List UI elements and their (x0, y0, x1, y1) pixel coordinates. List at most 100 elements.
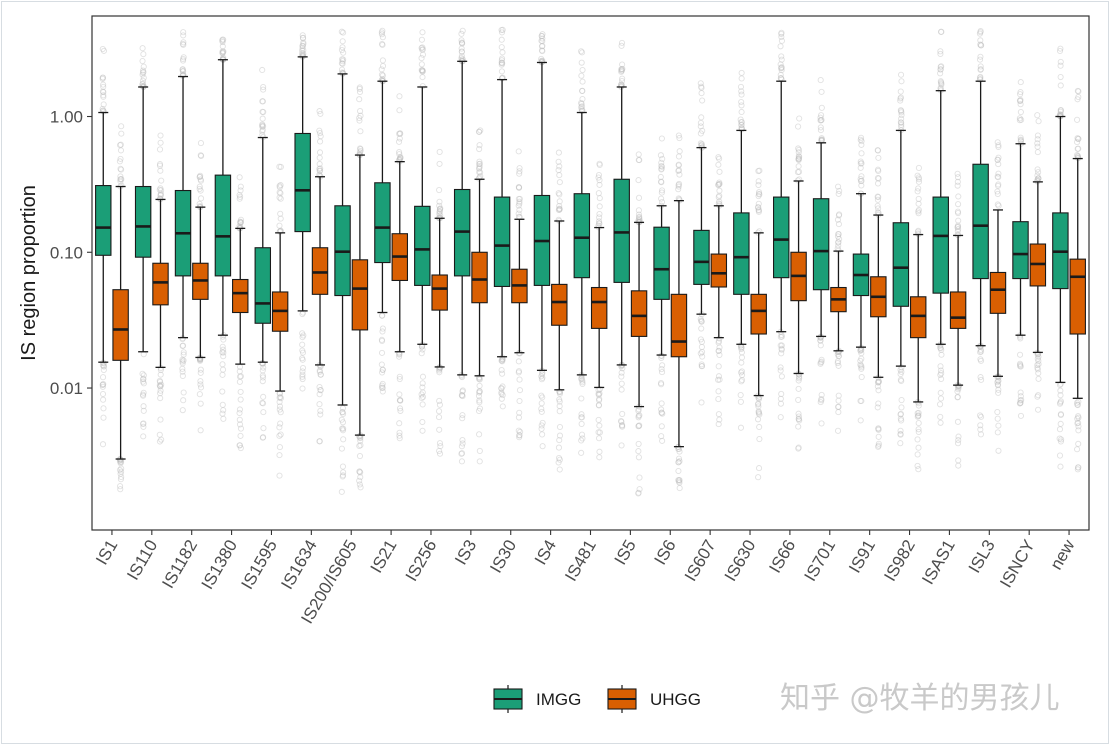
outlier-layer (99, 26, 1082, 497)
box-imgg-new (1052, 115, 1069, 384)
outliers-imgg-3 (219, 36, 227, 422)
x-tick-label: IS3 (451, 537, 480, 569)
box-uhgg-is110 (152, 198, 169, 369)
y-axis-label: IS region proportion (18, 185, 40, 361)
box-iqr (733, 212, 750, 295)
box-uhgg-is3 (471, 178, 488, 377)
legend-label: UHGG (650, 690, 701, 709)
x-tick-label: IS30 (486, 537, 520, 577)
box-imgg-is5 (613, 86, 630, 366)
x-tick-label: IS1182 (158, 537, 201, 592)
box-uhgg-is6 (670, 200, 688, 448)
box-imgg-is701 (812, 142, 830, 338)
y-tick-label: 0.01 (50, 379, 83, 398)
box-iqr (772, 196, 790, 279)
x-tick-label: IS1595 (238, 537, 281, 593)
box-iqr (112, 289, 129, 361)
box-iqr (431, 274, 448, 311)
box-uhgg-new (1069, 157, 1086, 399)
box-iqr (471, 251, 488, 304)
outliers-imgg-24 (1056, 45, 1065, 470)
box-iqr (254, 247, 272, 324)
box-iqr (232, 278, 249, 314)
outliers-imgg-19 (857, 134, 865, 424)
box-layer (95, 56, 1086, 460)
outliers-imgg-20 (897, 71, 905, 447)
box-uhgg-is630 (750, 232, 767, 397)
box-imgg-is1 (95, 111, 112, 363)
outliers-uhgg-15 (715, 154, 723, 428)
legend-label: IMGG (536, 690, 581, 709)
legend-item-uhgg: UHGG (607, 685, 701, 713)
outliers-imgg-8 (418, 29, 427, 434)
x-tick-label: ISAS1 (918, 537, 959, 588)
box-uhgg-isas1 (949, 234, 967, 386)
box-iqr (493, 196, 511, 288)
x-tick-label: IS607 (681, 537, 720, 585)
box-uhgg-is1380 (232, 227, 249, 365)
x-tick-label: new (1046, 536, 1078, 573)
box-uhgg-is607 (710, 205, 728, 339)
box-imgg-is1182 (174, 75, 192, 339)
box-iqr (551, 283, 568, 326)
y-tick-label: 1.00 (50, 108, 83, 127)
box-iqr (909, 296, 927, 339)
box-uhgg-is1 (112, 185, 129, 460)
y-axis: 0.01 0.10 1.00 (50, 108, 92, 398)
box-iqr (630, 290, 648, 337)
outliers-imgg-21 (937, 28, 945, 426)
x-tick-label: IS701 (801, 537, 840, 585)
x-tick-label: IS6 (651, 537, 680, 569)
x-tick-label: IS4 (531, 537, 560, 569)
box-iqr (670, 293, 688, 358)
outliers-imgg-17 (777, 29, 785, 421)
box-iqr (351, 259, 369, 331)
box-imgg-is4 (533, 61, 551, 371)
box-imgg-is110 (134, 86, 152, 353)
outliers-imgg-7 (378, 27, 387, 395)
box-uhgg-is701 (830, 250, 847, 352)
x-tick-label: IS1380 (198, 537, 241, 593)
legend: IMGG UHGG (493, 685, 701, 713)
box-imgg-isl3 (972, 80, 989, 347)
box-imgg-is200-is605 (334, 73, 351, 406)
outliers-uhgg-17 (794, 115, 803, 452)
outliers-imgg-11 (538, 31, 546, 450)
outliers-imgg-23 (1016, 79, 1025, 419)
x-axis: IS1 IS110IS1182IS1380IS1595IS1634IS200/IS… (92, 530, 1079, 627)
x-tick-label: IS1 (92, 537, 121, 569)
box-imgg-isncy (1012, 143, 1029, 336)
box-iqr (613, 178, 630, 283)
box-uhgg-is200-is605 (351, 154, 369, 436)
x-tick-label: IS256 (402, 537, 441, 585)
watermark: 知乎 @牧羊的男孩儿 (780, 681, 1060, 716)
box-iqr (653, 226, 670, 300)
x-tick-label: ISL3 (965, 537, 999, 577)
box-iqr (812, 198, 830, 291)
box-imgg-is1634 (294, 56, 311, 312)
outliers-imgg-5 (299, 32, 307, 392)
box-iqr (892, 222, 910, 307)
box-iqr (972, 163, 989, 280)
box-uhgg-is66 (790, 180, 807, 375)
box-iqr (95, 185, 112, 256)
box-iqr (134, 185, 152, 258)
outliers-uhgg-10 (515, 148, 524, 441)
box-iqr (573, 193, 591, 279)
box-iqr (214, 174, 232, 277)
outliers-uhgg-23 (1034, 112, 1042, 413)
box-uhgg-is21 (391, 161, 409, 353)
box-iqr (932, 196, 949, 294)
x-tick-label: IS1634 (277, 537, 320, 593)
box-uhgg-is5 (630, 221, 648, 408)
outliers-imgg-16 (737, 69, 746, 431)
outliers-uhgg-1 (156, 132, 165, 445)
x-tick-label: IS21 (367, 537, 401, 577)
x-tick-label: IS5 (611, 537, 640, 569)
box-iqr (311, 247, 329, 295)
box-iqr (949, 291, 967, 329)
box-iqr (414, 205, 431, 286)
box-imgg-is30 (493, 78, 511, 358)
box-iqr (1069, 258, 1086, 335)
